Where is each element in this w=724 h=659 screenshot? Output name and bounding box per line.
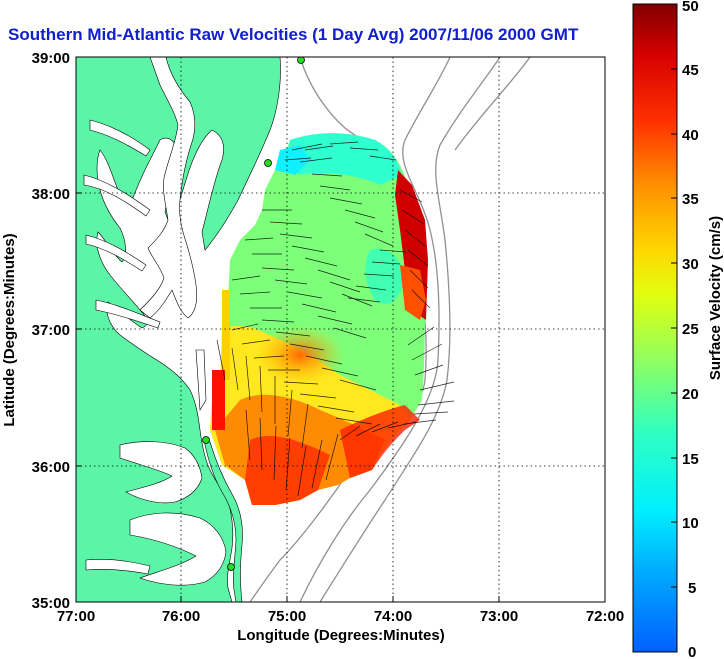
bathymetry-contours <box>249 57 531 602</box>
colorbar-tick-label: 45 <box>682 62 699 79</box>
y-axis-label: Latitude (Degrees:Minutes) <box>1 233 18 426</box>
lat-tick-marks <box>76 56 82 603</box>
colorbar-tick-label: 30 <box>682 256 699 273</box>
lat-tick-label: 38:00 <box>32 186 70 203</box>
colorbar <box>632 3 678 653</box>
lat-tick-label: 35:00 <box>32 595 70 612</box>
lon-tick-label: 75:00 <box>268 608 306 625</box>
colorbar-tick-label: 0 <box>688 644 696 659</box>
lon-tick-label: 77:00 <box>57 608 95 625</box>
lon-tick-marks <box>75 596 606 602</box>
x-axis-label: Longitude (Degrees:Minutes) <box>237 627 445 644</box>
lon-tick-label: 76:00 <box>162 608 200 625</box>
map-grid <box>76 57 605 602</box>
map-title: Southern Mid-Atlantic Raw Velocities (1 … <box>8 25 579 44</box>
velocity-field <box>210 133 455 505</box>
colorbar-label: Surface Velocity (cm/s) <box>707 216 724 380</box>
chesapeake-bay <box>83 57 227 586</box>
colorbar-tick-label: 10 <box>682 515 699 532</box>
lon-tick-label: 73:00 <box>480 608 518 625</box>
colorbar-tick-label: 15 <box>682 451 699 468</box>
lat-tick-label: 36:00 <box>32 459 70 476</box>
colorbar-tick-label: 35 <box>682 191 699 208</box>
lat-tick-label: 37:00 <box>32 322 70 339</box>
lat-tick-label: 39:00 <box>32 50 70 67</box>
lon-tick-label: 74:00 <box>374 608 412 625</box>
colorbar-tick-marks <box>671 68 677 588</box>
colorbar-tick-label: 5 <box>688 580 696 597</box>
station-markers <box>202 57 305 571</box>
colorbar-tick-label: 50 <box>682 0 699 15</box>
lon-tick-label: 72:00 <box>586 608 624 625</box>
colorbar-tick-label: 20 <box>682 386 699 403</box>
colorbar-tick-label: 40 <box>682 127 699 144</box>
colorbar-tick-label: 25 <box>682 321 699 338</box>
